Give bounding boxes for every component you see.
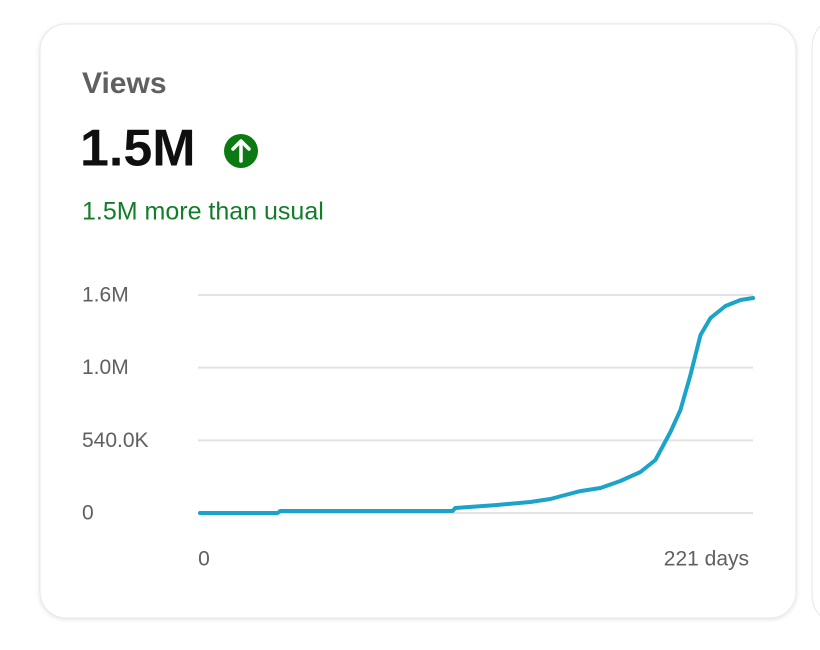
x-tick-label: 221 days (664, 548, 749, 571)
x-tick-label: 0 (198, 548, 210, 571)
annotation: 1.5M more than usual (82, 198, 324, 226)
headline-value: 1.5M (80, 120, 196, 178)
y-tick-label: 0 (82, 502, 94, 525)
y-tick-label: 540.0K (82, 429, 149, 452)
y-tick-label: 1.6M (82, 284, 129, 307)
up-icon (224, 134, 258, 168)
y-tick-label: 1.0M (82, 356, 129, 379)
line-series (198, 296, 755, 515)
plot: 0 540.0K 1.0M 1.6M 0 221 days (82, 284, 755, 571)
card-title: Views (82, 67, 167, 100)
card[interactable] (39, 23, 797, 619)
next-card (811, 26, 820, 616)
